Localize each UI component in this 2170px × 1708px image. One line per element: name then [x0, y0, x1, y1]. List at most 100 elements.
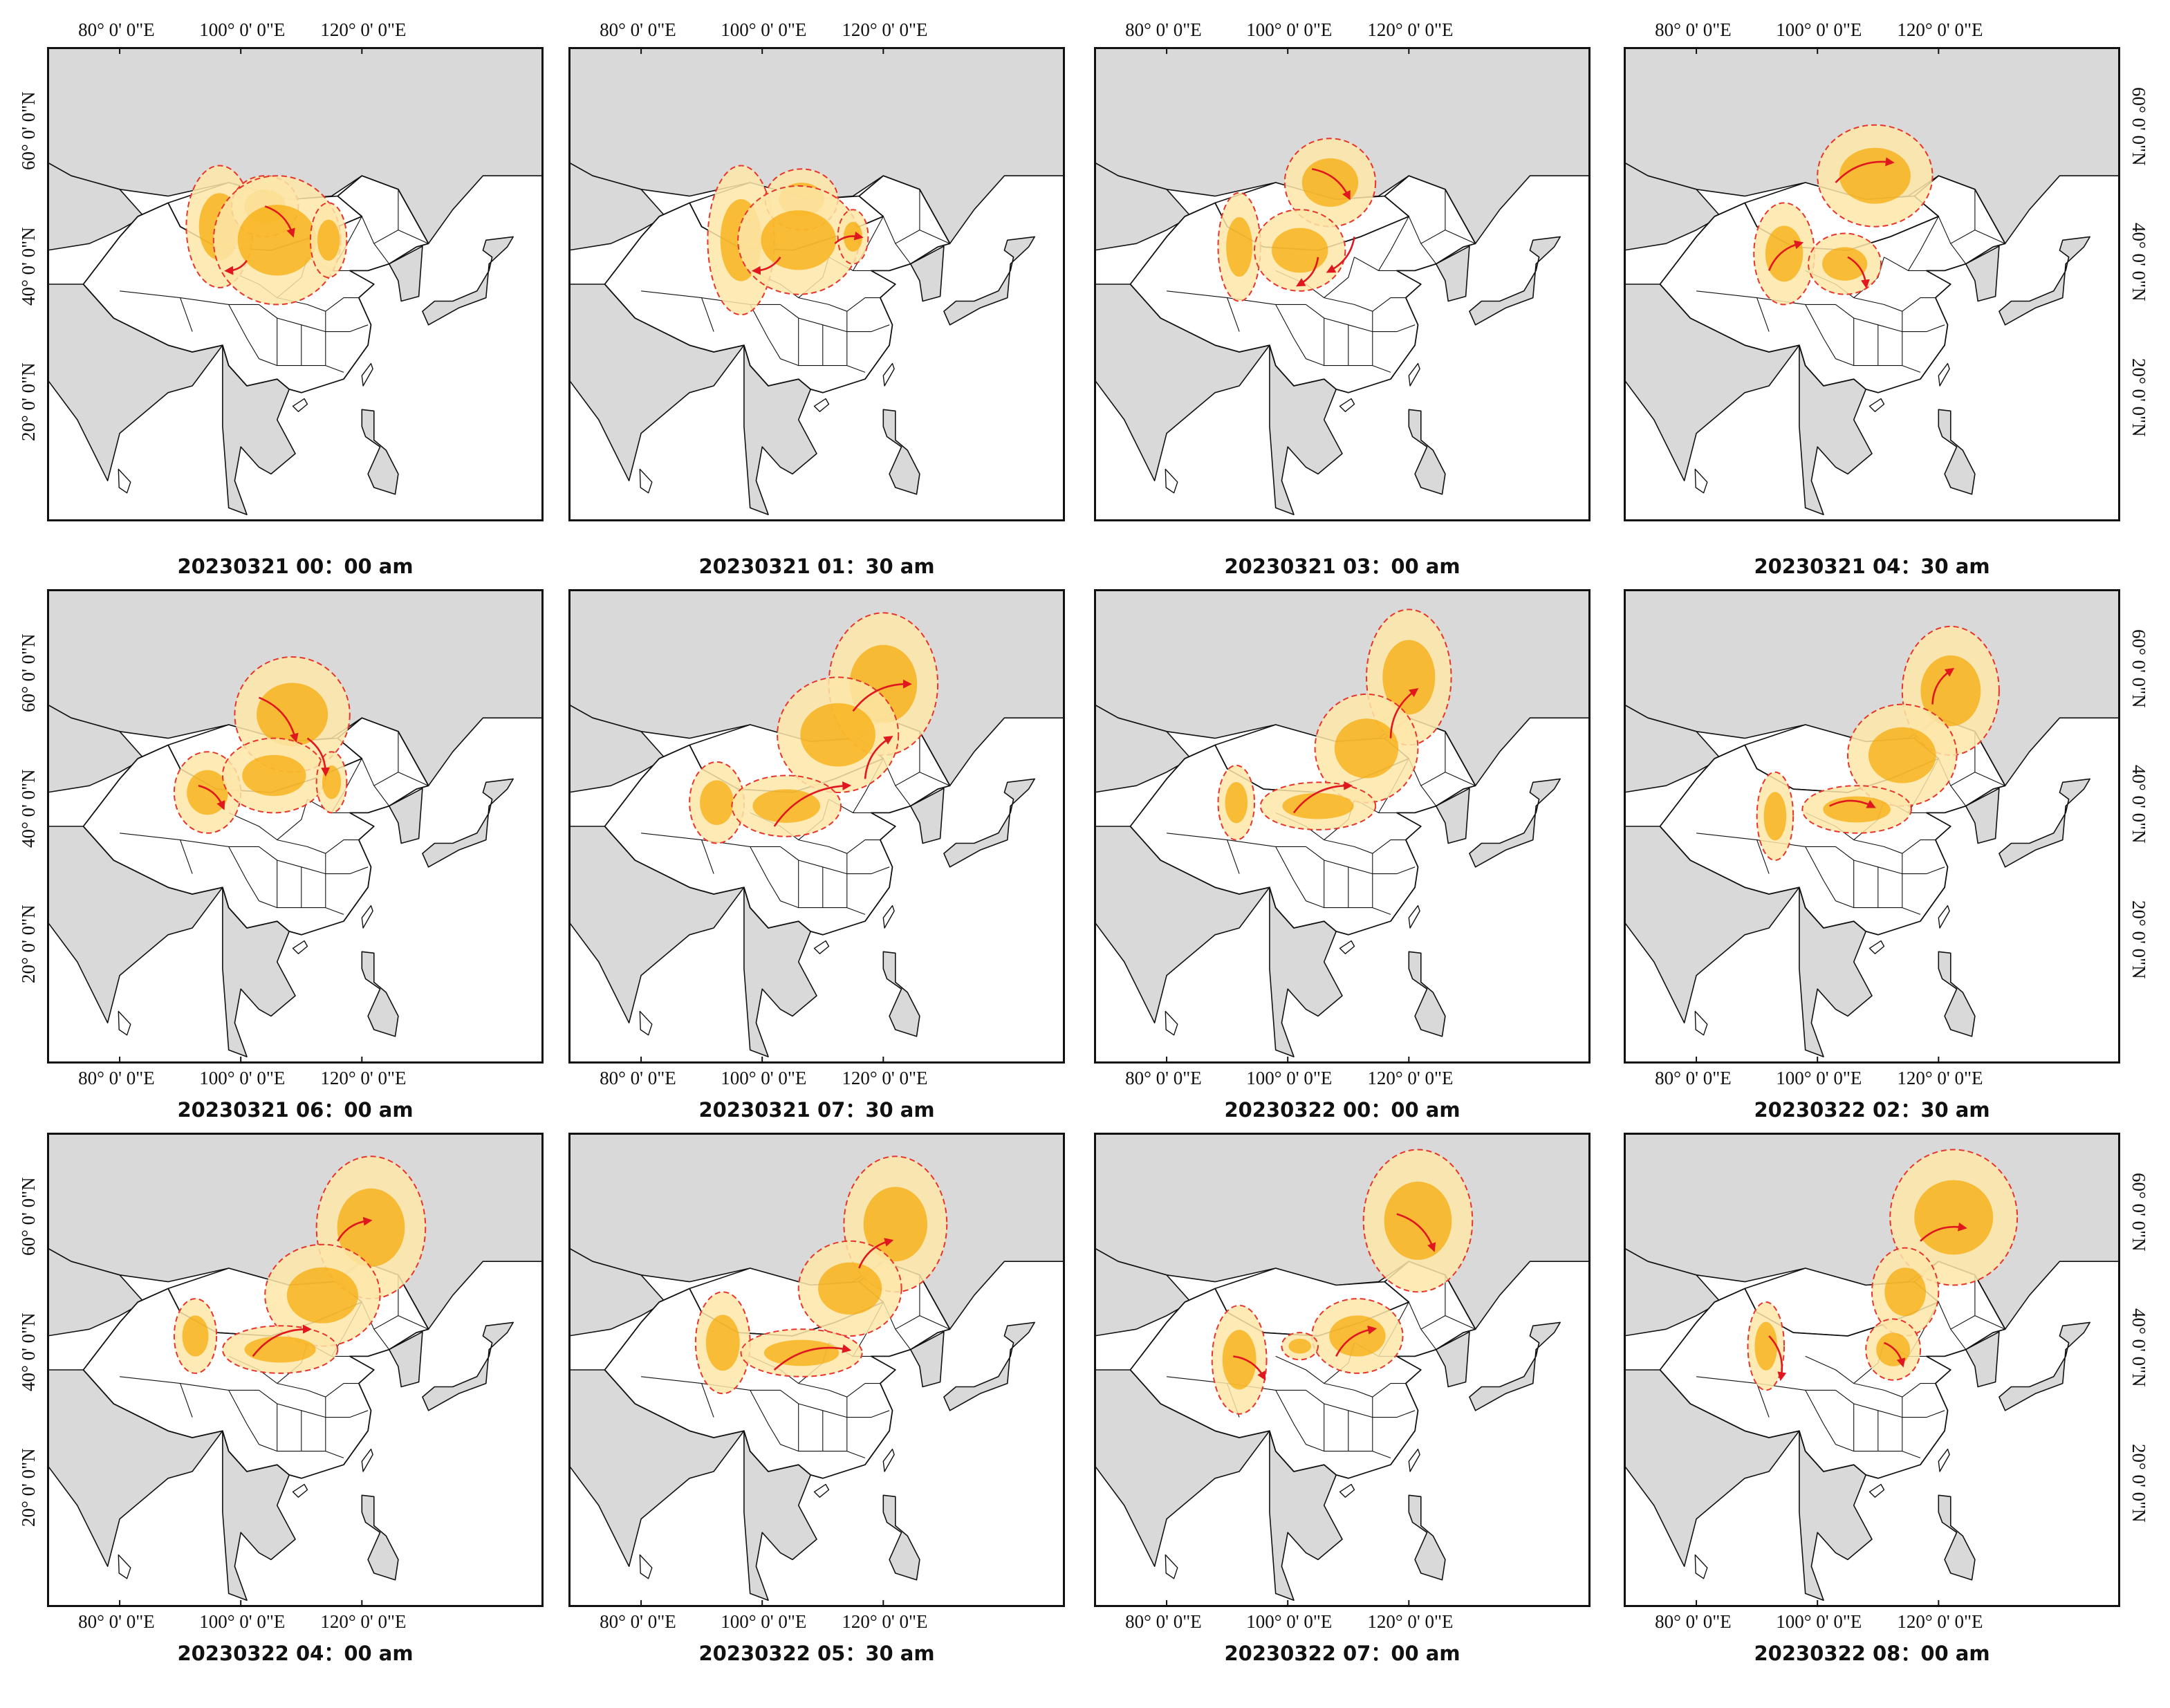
dust-core: [237, 205, 317, 276]
frame-border: [568, 1133, 1065, 1607]
neighbor-country: [882, 951, 920, 1037]
province-border: [1835, 1444, 1921, 1458]
longitude-label: 120° 0' 0"E: [1367, 1068, 1454, 1088]
province-border: [259, 304, 369, 333]
province-border: [1372, 297, 1406, 312]
longitude-label: 80° 0' 0"E: [1655, 1611, 1732, 1632]
province-border: [259, 846, 369, 875]
neighbor-country: [1938, 1494, 1976, 1581]
transport-arrow: [751, 257, 781, 275]
dust-core: [863, 1187, 927, 1262]
transport-arrow: [252, 1324, 313, 1357]
neighbor-country: [422, 1321, 514, 1411]
frame-border: [568, 47, 1065, 521]
neighbor-country: [1965, 788, 2000, 844]
province-border: [1805, 304, 1836, 360]
province-border: [1227, 297, 1240, 332]
island-outline: [361, 905, 373, 929]
dust-core: [257, 683, 328, 747]
longitude-label: 100° 0' 0"E: [1246, 1611, 1333, 1632]
province-border: [1805, 1390, 1836, 1445]
province-border: [750, 846, 781, 902]
transport-arrow: [1396, 1213, 1436, 1252]
map-panel: [568, 47, 1065, 521]
dust-core: [1763, 792, 1787, 841]
dust-core: [1765, 225, 1803, 282]
transport-arrow: [1884, 1342, 1906, 1368]
neighbor-country: [943, 1321, 1036, 1411]
dust-core: [1754, 1321, 1778, 1371]
longitude-label: 120° 0' 0"E: [842, 19, 928, 40]
island-outline: [1408, 363, 1420, 387]
transport-arrow: [852, 679, 912, 712]
province-border: [1275, 304, 1306, 360]
transport-arrow: [1311, 168, 1351, 201]
province-border: [1756, 297, 1770, 332]
province-border: [1275, 846, 1306, 902]
latitude-label: 40° 0' 0"N: [2129, 222, 2149, 301]
panel-caption: 20230321 00：00 am: [177, 555, 414, 578]
island-outline: [1165, 468, 1178, 494]
transport-arrow: [1292, 781, 1353, 814]
map-panel: [1624, 1133, 2120, 1607]
transport-arrow: [1768, 240, 1804, 271]
longitude-label: 80° 0' 0"E: [600, 1068, 676, 1088]
transport-arrow: [1233, 1355, 1266, 1381]
province-border: [1902, 1383, 1936, 1398]
map-panel: [47, 589, 544, 1064]
province-border: [373, 230, 399, 244]
longitude-label: 100° 0' 0"E: [199, 19, 286, 40]
island-outline: [292, 398, 308, 412]
latitude-label: 20° 0' 0"N: [2129, 358, 2149, 437]
dust-core: [187, 770, 228, 815]
map-panel: [47, 1133, 544, 1607]
map-frame: [47, 47, 544, 521]
panel-caption: 20230321 03：00 am: [1224, 555, 1460, 578]
panel-caption: 20230322 04：00 am: [177, 1642, 414, 1665]
island-outline: [1165, 1554, 1178, 1579]
longitude-label: 100° 0' 0"E: [1776, 19, 1862, 40]
neighbor-country: [882, 1494, 920, 1581]
frame-border: [1624, 1133, 2120, 1607]
dust-core: [761, 210, 837, 270]
province-border: [1950, 772, 1976, 786]
map-panel: [1094, 47, 1591, 521]
longitude-label: 80° 0' 0"E: [78, 1068, 155, 1088]
island-outline: [1165, 1010, 1178, 1036]
panel-caption: 20230322 02：30 am: [1754, 1098, 1990, 1122]
neighbor-country: [388, 245, 423, 302]
panel-caption: 20230321 06：00 am: [177, 1098, 414, 1122]
dust-core: [1876, 1333, 1911, 1366]
transport-arrow: [1829, 799, 1876, 808]
island-outline: [813, 398, 830, 412]
province-border: [701, 839, 714, 874]
longitude-label: 80° 0' 0"E: [1125, 19, 1202, 40]
province-border: [780, 846, 890, 875]
province-border: [228, 846, 259, 902]
island-outline: [1938, 905, 1950, 929]
transport-arrow: [1931, 667, 1955, 705]
province-border: [750, 304, 781, 360]
province-border: [228, 304, 259, 360]
island-outline: [1868, 398, 1885, 412]
longitude-label: 120° 0' 0"E: [1367, 19, 1454, 40]
island-outline: [1339, 940, 1355, 954]
transport-arrow: [337, 1216, 373, 1242]
province-border: [180, 297, 193, 332]
neighbor-country: [1469, 1321, 1561, 1411]
frame-border: [47, 47, 544, 521]
longitude-label: 120° 0' 0"E: [320, 19, 407, 40]
longitude-label: 120° 0' 0"E: [1897, 1068, 1983, 1088]
province-border: [1324, 257, 1355, 299]
province-border: [1950, 230, 1976, 244]
province-border: [1756, 839, 1770, 874]
province-border: [780, 1444, 866, 1458]
latitude-label: 60° 0' 0"N: [18, 91, 39, 170]
province-border: [1306, 846, 1416, 875]
latitude-label: 40° 0' 0"N: [18, 226, 39, 306]
dust-core: [1884, 1268, 1927, 1317]
dust-core: [1868, 727, 1936, 783]
transport-arrow: [1835, 157, 1895, 183]
panel-caption: 20230322 05：30 am: [698, 1642, 935, 1665]
island-outline: [1339, 1483, 1355, 1498]
